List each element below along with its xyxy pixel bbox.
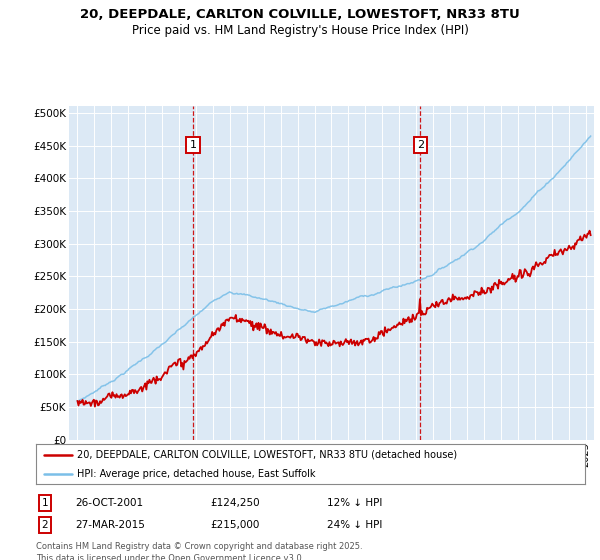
Text: Price paid vs. HM Land Registry's House Price Index (HPI): Price paid vs. HM Land Registry's House … <box>131 24 469 37</box>
Text: 27-MAR-2015: 27-MAR-2015 <box>75 520 145 530</box>
Text: 2: 2 <box>416 139 424 150</box>
Text: 20, DEEPDALE, CARLTON COLVILLE, LOWESTOFT, NR33 8TU: 20, DEEPDALE, CARLTON COLVILLE, LOWESTOF… <box>80 8 520 21</box>
Text: HPI: Average price, detached house, East Suffolk: HPI: Average price, detached house, East… <box>77 469 316 479</box>
Text: £215,000: £215,000 <box>210 520 259 530</box>
Text: £124,250: £124,250 <box>210 498 260 508</box>
Text: 1: 1 <box>190 139 196 150</box>
Text: 2: 2 <box>41 520 49 530</box>
Text: 26-OCT-2001: 26-OCT-2001 <box>75 498 143 508</box>
Text: 12% ↓ HPI: 12% ↓ HPI <box>327 498 382 508</box>
Text: 1: 1 <box>41 498 49 508</box>
Text: 20, DEEPDALE, CARLTON COLVILLE, LOWESTOFT, NR33 8TU (detached house): 20, DEEPDALE, CARLTON COLVILLE, LOWESTOF… <box>77 450 457 460</box>
Text: Contains HM Land Registry data © Crown copyright and database right 2025.
This d: Contains HM Land Registry data © Crown c… <box>36 542 362 560</box>
Text: 24% ↓ HPI: 24% ↓ HPI <box>327 520 382 530</box>
